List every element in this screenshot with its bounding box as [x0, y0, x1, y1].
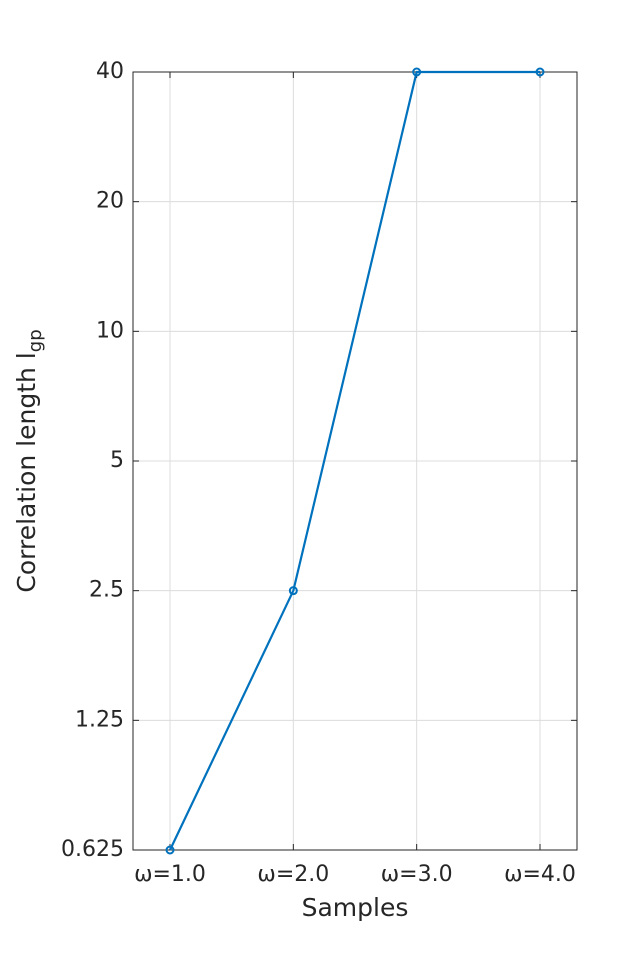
y-axis-label-main: Correlation length l: [12, 352, 41, 592]
data-point: [165, 845, 175, 855]
x-tick-label: ω=4.0: [504, 862, 576, 887]
y-axis-label-subscript: gp: [25, 329, 46, 352]
y-tick-label: 40: [96, 59, 124, 84]
y-tick-label: 10: [96, 318, 124, 343]
y-tick-label: 2.5: [89, 578, 124, 603]
y-tick-label: 20: [96, 189, 124, 214]
data-line: [169, 70, 540, 851]
x-tick-label: ω=1.0: [134, 862, 206, 887]
data-point: [288, 586, 298, 596]
y-tick-label: 5: [110, 448, 124, 473]
data-point: [535, 67, 545, 77]
x-axis-label: Samples: [302, 893, 409, 922]
y-tick-label: 1.25: [75, 707, 124, 732]
y-axis-label: Correlation length lgp: [12, 329, 46, 592]
x-tick-label: ω=2.0: [257, 862, 329, 887]
data-point: [412, 67, 422, 77]
y-tick-label: 0.625: [61, 837, 124, 862]
x-tick-label: ω=3.0: [381, 862, 453, 887]
axes-box: [132, 71, 578, 851]
